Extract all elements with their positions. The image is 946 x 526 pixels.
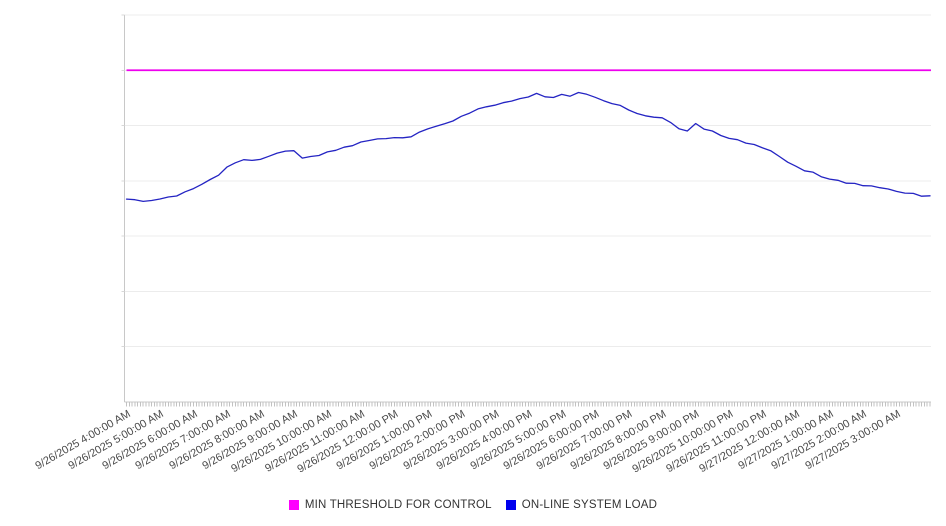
min-threshold-swatch-icon [288, 500, 299, 510]
legend: MIN THRESHOLD FOR CONTROL ON-LINE SYSTEM… [0, 499, 946, 511]
legend-label-min-threshold: MIN THRESHOLD FOR CONTROL [304, 499, 492, 511]
online-system-load-swatch-icon [505, 500, 516, 510]
legend-label-online-system-load: ON-LINE SYSTEM LOAD [521, 499, 658, 511]
legend-item-min-threshold: MIN THRESHOLD FOR CONTROL [288, 499, 492, 511]
online-system-load-line [125, 91, 931, 203]
legend-item-online-system-load: ON-LINE SYSTEM LOAD [505, 499, 658, 511]
